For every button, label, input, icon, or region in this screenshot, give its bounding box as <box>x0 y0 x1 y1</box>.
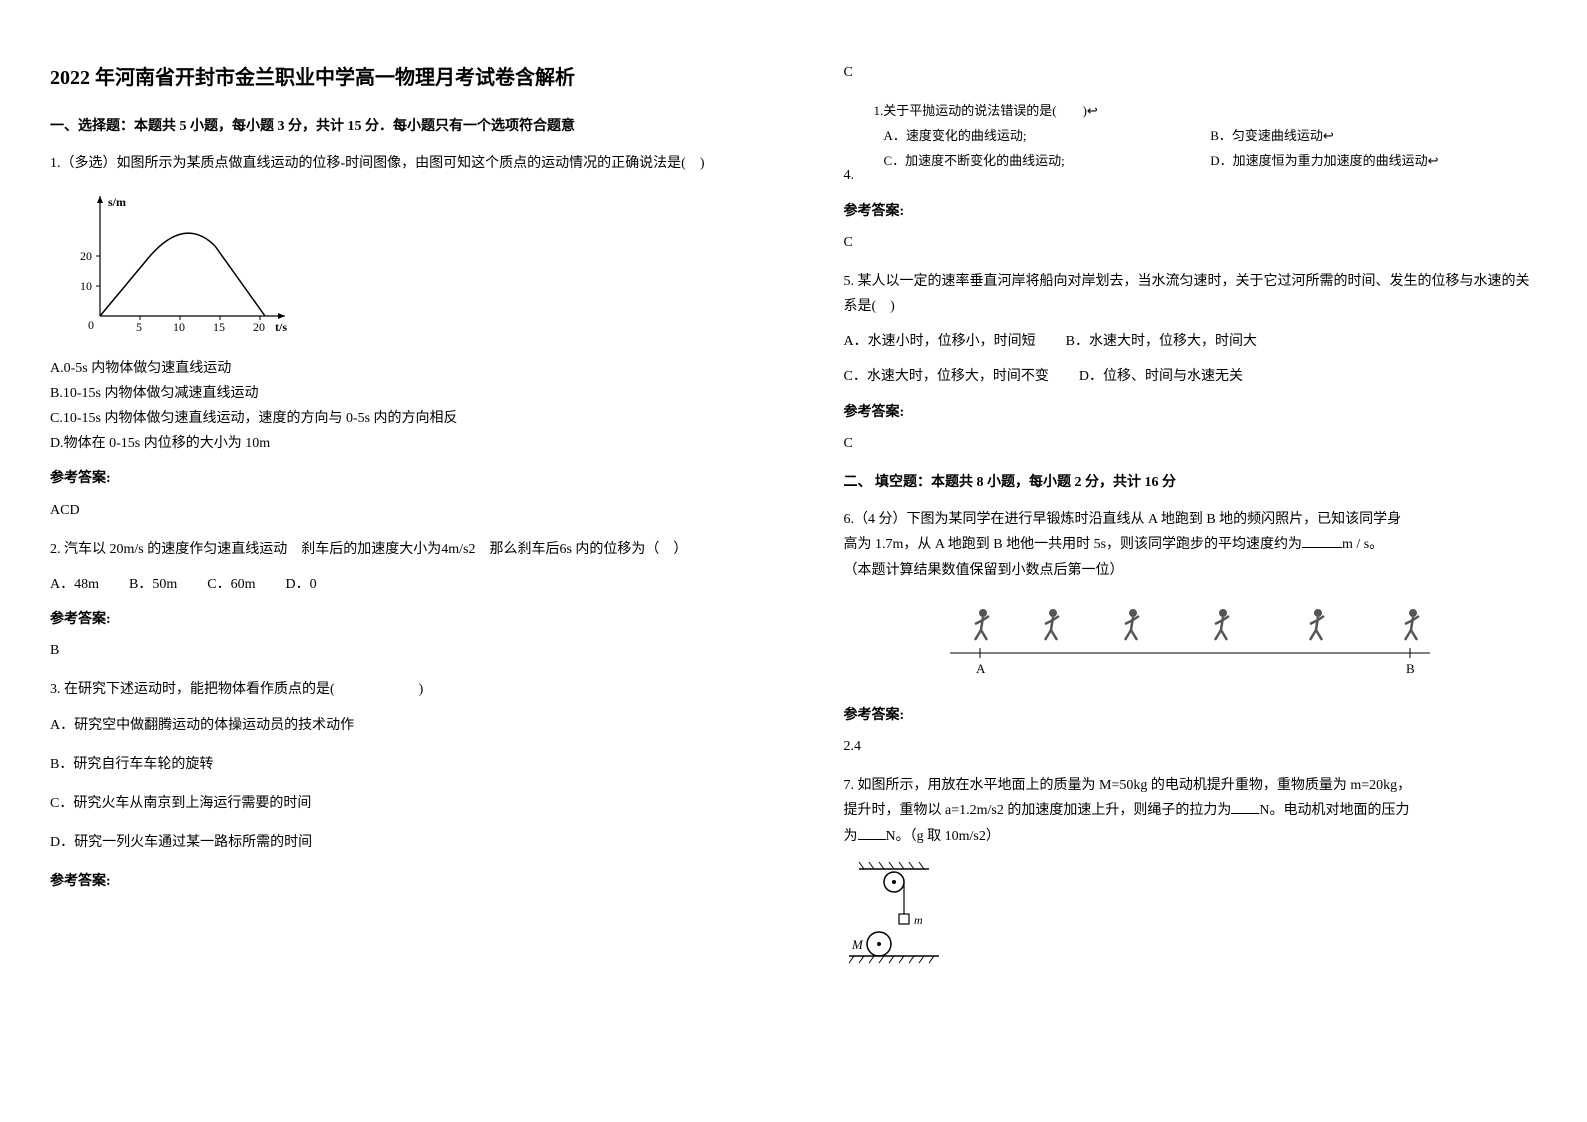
q1-optD: D.物体在 0-15s 内位移的大小为 10m <box>50 431 744 456</box>
question-2: 2. 汽车以 20m/s 的速度作匀速直线运动 刹车后的加速度大小为4m/s2 … <box>50 537 744 664</box>
runner-icon <box>1045 609 1059 640</box>
q5-answer: C <box>844 431 1538 456</box>
q5-stem: 5. 某人以一定的速率垂直河岸将船向对岸划去，当水流匀速时，关于它过河所需的时间… <box>844 269 1538 319</box>
question-3: 3. 在研究下述运动时，能把物体看作质点的是( ) A．研究空中做翻腾运动的体操… <box>50 677 744 894</box>
q5-optB: B．水速大时，位移大，时间大 <box>1066 329 1257 354</box>
q6-labelB: B <box>1406 661 1415 676</box>
q6-labelA: A <box>976 661 986 676</box>
question-4: 1.关于平抛运动的说法错误的是( )↩ A．速度变化的曲线运动; B．匀变速曲线… <box>844 99 1538 255</box>
q3-optC: C．研究火车从南京到上海运行需要的时间 <box>50 791 744 816</box>
q3-optA: A．研究空中做翻腾运动的体操运动员的技术动作 <box>50 713 744 738</box>
q3-optB: B．研究自行车车轮的旋转 <box>50 752 744 777</box>
q7-stem1: 7. 如图所示，用放在水平地面上的质量为 M=50kg 的电动机提升重物，重物质… <box>844 773 1538 798</box>
q3-answer-label: 参考答案: <box>50 869 744 894</box>
q3-stem: 3. 在研究下述运动时，能把物体看作质点的是( ) <box>50 677 744 702</box>
q7-labelm: m <box>914 913 923 927</box>
q1-xtick1: 5 <box>136 320 142 334</box>
q2-optD: D．0 <box>285 572 316 597</box>
q4-optB: B．匀变速曲线运动↩ <box>1210 123 1537 148</box>
q7-figure: m M <box>844 859 1538 978</box>
q4-answer: C <box>844 230 1538 255</box>
runner-icon <box>1125 609 1139 640</box>
left-column: 2022 年河南省开封市金兰职业中学高一物理月考试卷含解析 一、选择题：本题共 … <box>0 0 794 1122</box>
q1-ylabel: s/m <box>108 195 126 209</box>
q1-optA: A.0-5s 内物体做匀速直线运动 <box>50 356 744 381</box>
section1-heading: 一、选择题：本题共 5 小题，每小题 3 分，共计 15 分．每小题只有一个选项… <box>50 114 744 139</box>
q5-optA: A．水速小时，位移小，时间短 <box>844 329 1036 354</box>
q1-stem: 1.（多选）如图所示为某质点做直线运动的位移-时间图像，由图可知这个质点的运动情… <box>50 151 744 176</box>
q3-optD: D．研究一列火车通过某一路标所需的时间 <box>50 830 744 855</box>
section2-heading: 二、 填空题：本题共 8 小题，每小题 2 分，共计 16 分 <box>844 470 1538 495</box>
q1-chart: s/m t/s 10 20 0 5 10 15 20 <box>70 186 744 345</box>
q2-answer: B <box>50 638 744 663</box>
q1-ytick2: 20 <box>80 249 92 263</box>
q4-optC: C．加速度不断变化的曲线运动; <box>884 148 1211 173</box>
q6-stem2: 高为 1.7m，从 A 地跑到 B 地他一共用时 5s，则该同学跑步的平均速度约… <box>844 532 1538 557</box>
q6-answer: 2.4 <box>844 734 1538 759</box>
question-6: 6.（4 分）下图为某同学在进行早锻炼时沿直线从 A 地跑到 B 地的频闪照片，… <box>844 507 1538 759</box>
q1-ytick1: 10 <box>80 279 92 293</box>
q5-answer-label: 参考答案: <box>844 400 1538 425</box>
q2-optB: B．50m <box>129 572 177 597</box>
question-7: 7. 如图所示，用放在水平地面上的质量为 M=50kg 的电动机提升重物，重物质… <box>844 773 1538 978</box>
runner-icon <box>975 609 989 640</box>
q1-xtick4: 20 <box>253 320 265 334</box>
q1-curve <box>100 234 265 317</box>
exam-title: 2022 年河南省开封市金兰职业中学高一物理月考试卷含解析 <box>50 60 744 96</box>
runner-icon <box>1310 609 1324 640</box>
q1-answer-label: 参考答案: <box>50 466 744 491</box>
q2-optC: C．60m <box>207 572 255 597</box>
q2-optA: A．48m <box>50 572 99 597</box>
q1-optC: C.10-15s 内物体做匀速直线运动，速度的方向与 0-5s 内的方向相反 <box>50 406 744 431</box>
q2-stem: 2. 汽车以 20m/s 的速度作匀速直线运动 刹车后的加速度大小为4m/s2 … <box>50 537 744 562</box>
q1-origin: 0 <box>88 318 94 332</box>
q6-answer-label: 参考答案: <box>844 703 1538 728</box>
q7-stem3: 为N。（g 取 10m/s2） <box>844 824 1538 849</box>
q4-answer-label: 参考答案: <box>844 199 1538 224</box>
q6-figure: A B <box>844 598 1538 688</box>
runner-icon <box>1215 609 1229 640</box>
q1-xtick3: 15 <box>213 320 225 334</box>
q3-answer: C <box>844 60 1538 85</box>
q1-xtick2: 10 <box>173 320 185 334</box>
question-1: 1.（多选）如图所示为某质点做直线运动的位移-时间图像，由图可知这个质点的运动情… <box>50 151 744 523</box>
q1-answer: ACD <box>50 498 744 523</box>
q6-stem1: 6.（4 分）下图为某同学在进行早锻炼时沿直线从 A 地跑到 B 地的频闪照片，… <box>844 507 1538 532</box>
q7-stem2: 提升时，重物以 a=1.2m/s2 的加速度加速上升，则绳子的拉力为N。电动机对… <box>844 798 1538 823</box>
right-column: C 1.关于平抛运动的说法错误的是( )↩ A．速度变化的曲线运动; B．匀变速… <box>794 0 1587 1122</box>
q7-labelM: M <box>851 937 864 952</box>
q4-optD: D．加速度恒为重力加速度的曲线运动↩ <box>1210 148 1537 173</box>
q1-xlabel: t/s <box>275 320 287 334</box>
q2-answer-label: 参考答案: <box>50 607 744 632</box>
q6-stem3: （本题计算结果数值保留到小数点后第一位） <box>844 558 1538 583</box>
q5-optC: C．水速大时，位移大，时间不变 <box>844 364 1049 389</box>
question-5: 5. 某人以一定的速率垂直河岸将船向对岸划去，当水流匀速时，关于它过河所需的时间… <box>844 269 1538 456</box>
q1-optB: B.10-15s 内物体做匀减速直线运动 <box>50 381 744 406</box>
q4-sub-stem: 1.关于平抛运动的说法错误的是( )↩ <box>854 99 1538 122</box>
q5-optD: D．位移、时间与水速无关 <box>1079 364 1243 389</box>
q4-optA: A．速度变化的曲线运动; <box>884 123 1211 148</box>
runner-icon <box>1405 609 1419 640</box>
